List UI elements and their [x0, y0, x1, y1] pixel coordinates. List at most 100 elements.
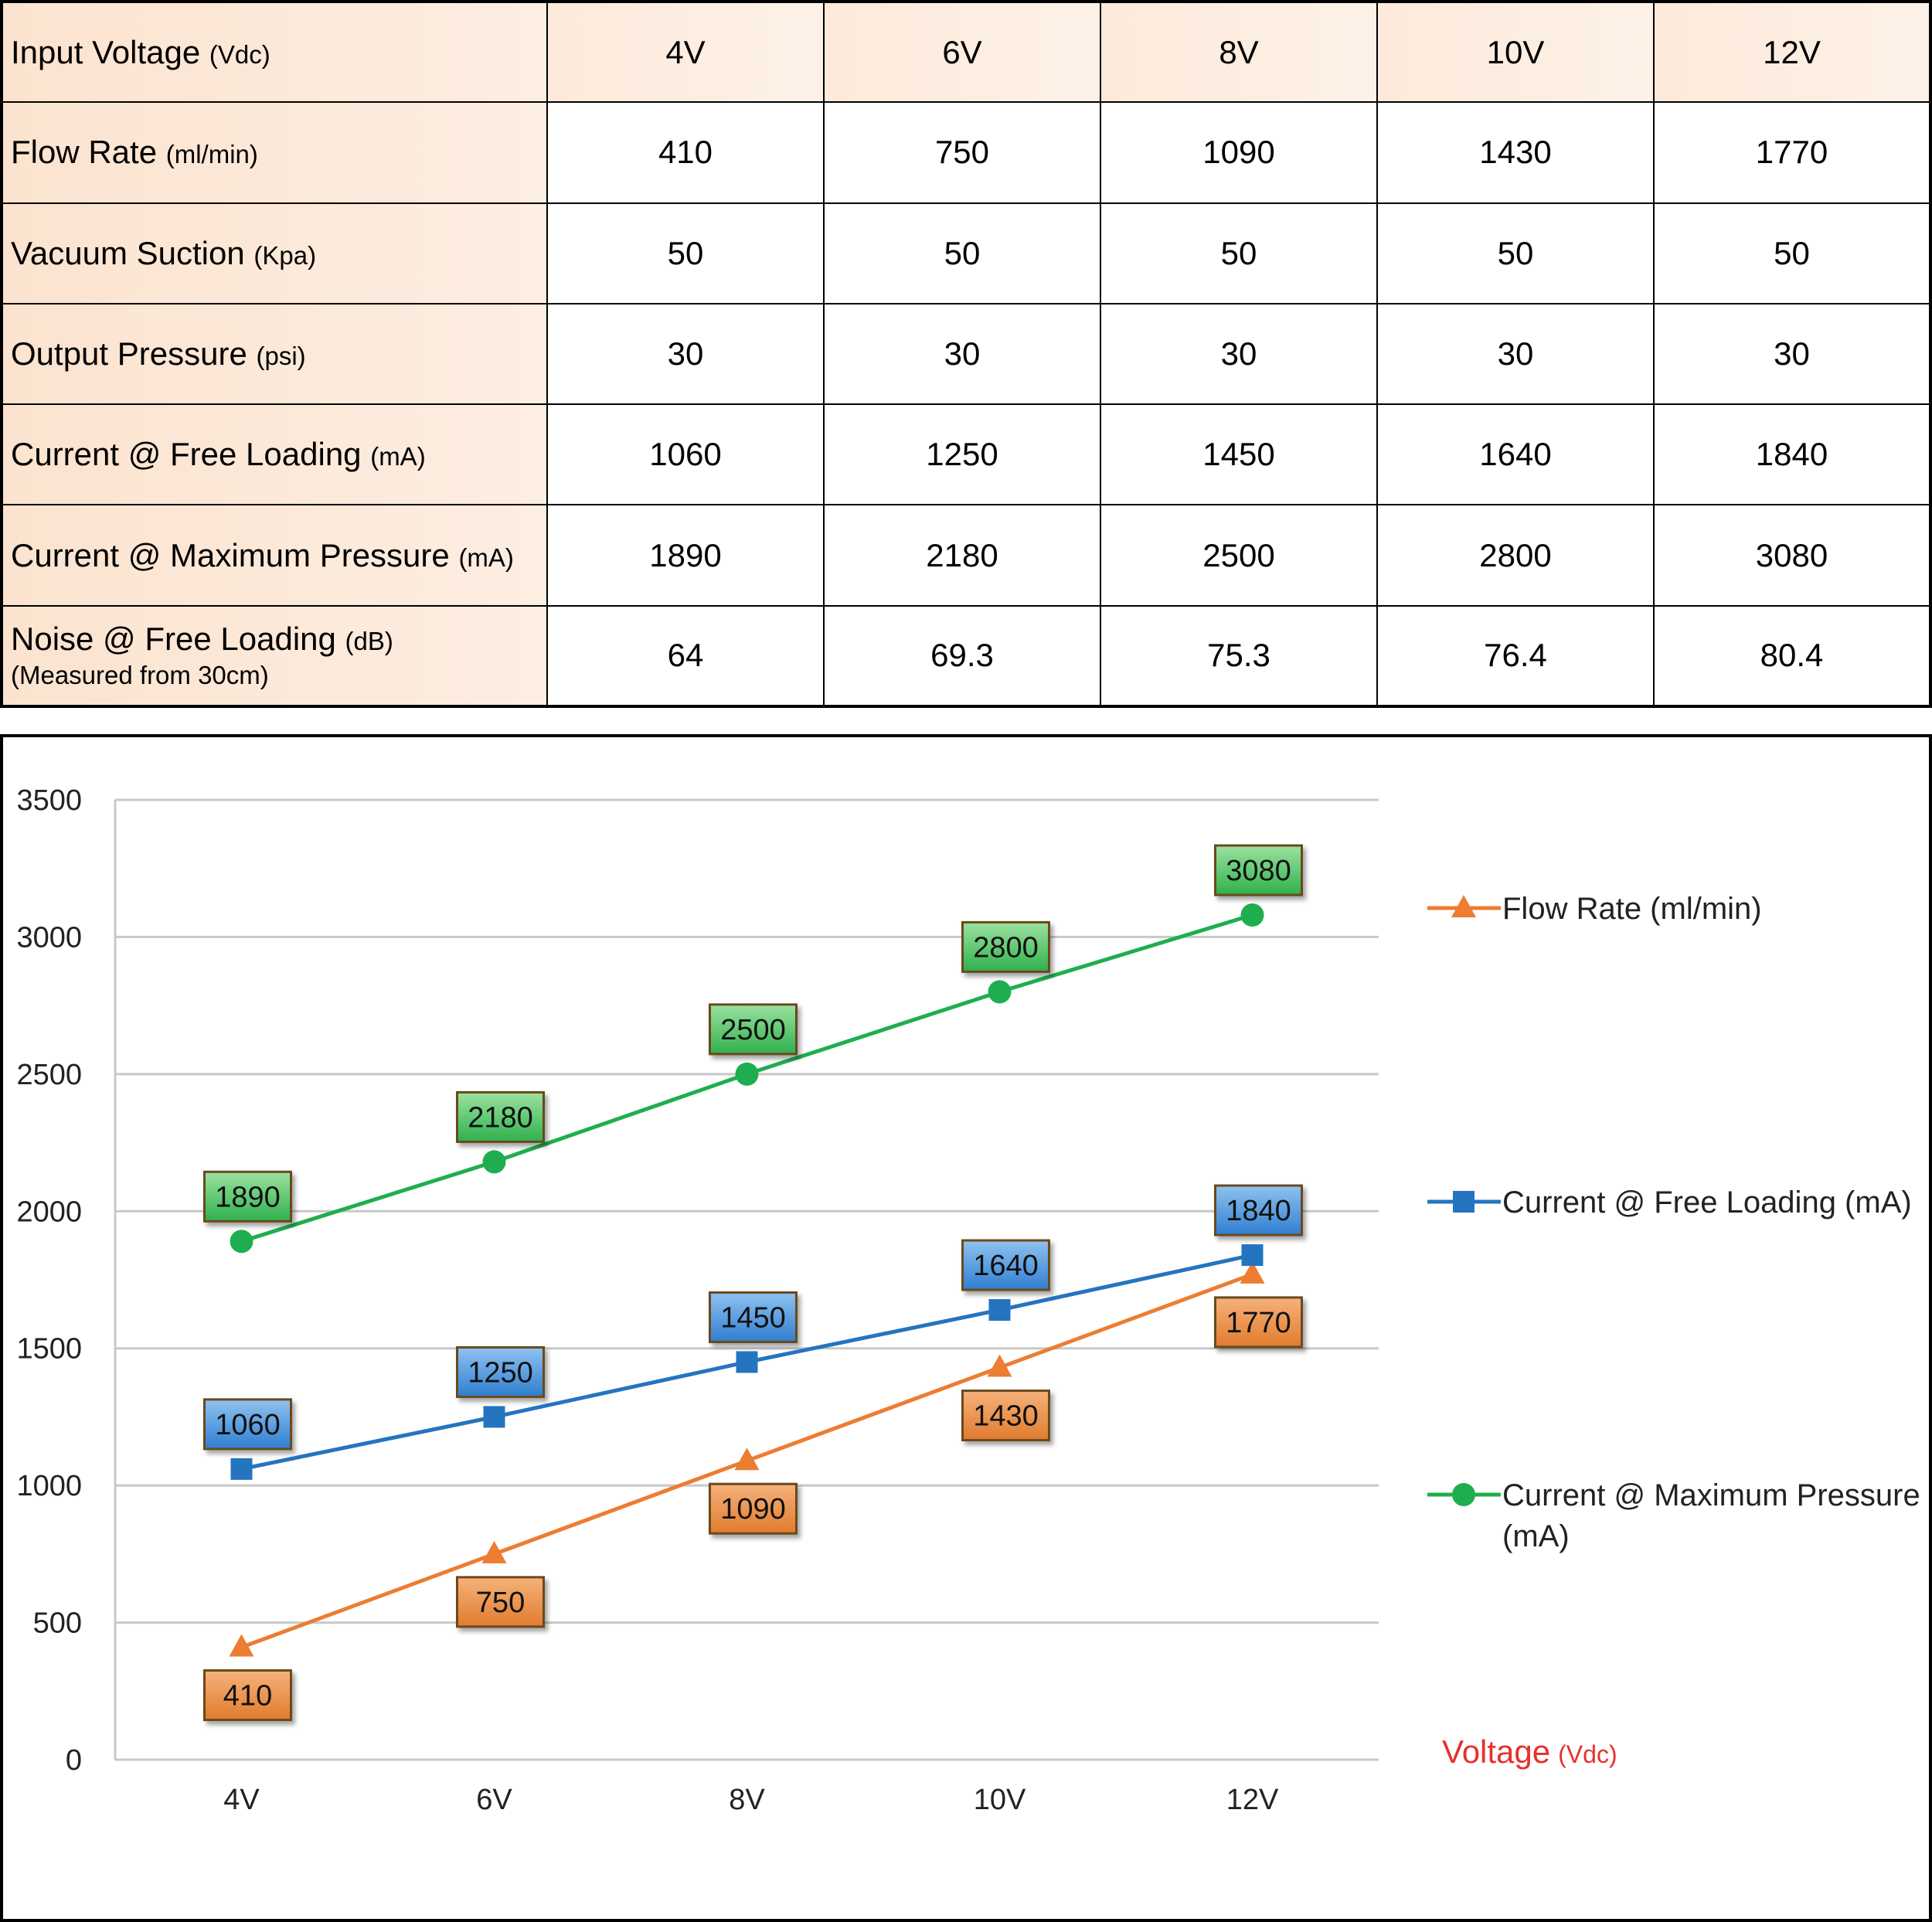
- data-label-box: [1214, 844, 1303, 896]
- square-marker: [736, 1351, 758, 1373]
- row-label-text: Noise @ Free Loading: [11, 621, 345, 658]
- spec-cell: 50: [1653, 202, 1931, 304]
- spec-cell: 50: [1100, 202, 1378, 304]
- circle-marker: [1240, 903, 1264, 927]
- triangle-marker: [481, 1540, 507, 1563]
- row-label: Input Voltage (Vdc): [1, 0, 548, 104]
- row-label-text: Vacuum Suction: [11, 234, 254, 271]
- row-unit: (Vdc): [209, 39, 270, 69]
- spec-cell: 76.4: [1376, 604, 1655, 708]
- data-label-text: 410: [223, 1680, 272, 1713]
- chart-panel: 0 500 1000 1500 2000 2500 3000 3500 4V 6V 8V 10V 12V…: [0, 734, 1932, 1922]
- series-2: [230, 903, 1264, 1254]
- spec-cell: 80.4: [1653, 604, 1931, 708]
- data-label-text: 1060: [215, 1409, 281, 1441]
- data-label-box: [456, 1576, 545, 1628]
- spec-cell: 8V: [1100, 0, 1378, 104]
- spec-row: Flow Rate (ml/min) 410 750 1090 1430 1770: [1, 101, 1931, 204]
- data-label: 1890: [203, 1170, 292, 1223]
- x-tick-label: 4V: [223, 1784, 260, 1816]
- data-label: 1060: [203, 1398, 292, 1451]
- data-label-text: 1250: [468, 1356, 533, 1389]
- data-label-box: [203, 1669, 292, 1722]
- row-label-text: Current @ Free Loading: [11, 436, 371, 473]
- square-marker: [988, 1299, 1011, 1322]
- spec-cell: 75.3: [1100, 604, 1378, 708]
- axes: 0 500 1000 1500 2000 2500 3000 3500 4V 6V 8V 10V 12V: [16, 784, 1279, 1816]
- row-label-text: Input Voltage: [11, 33, 209, 70]
- row-label-text: Current @ Maximum Pressure: [11, 536, 459, 573]
- circle-marker: [735, 1062, 759, 1086]
- row-unit: (psi): [256, 341, 306, 370]
- x-tick-label: 12V: [1226, 1784, 1279, 1816]
- triangle-marker: [734, 1447, 760, 1471]
- data-label: 3080: [1214, 844, 1303, 896]
- row-label: Noise @ Free Loading (dB) (Measured from …: [1, 604, 548, 708]
- data-label-box: [203, 1170, 292, 1223]
- gridlines: [115, 798, 1379, 1761]
- data-label-box: [203, 1398, 292, 1451]
- data-label-text: 2500: [720, 1014, 786, 1046]
- triangle-marker: [1240, 1260, 1265, 1284]
- data-label: 2500: [709, 1003, 798, 1056]
- spec-cell: 1450: [1100, 403, 1378, 506]
- triangle-marker: [1451, 895, 1476, 917]
- spec-cell: 10V: [1376, 0, 1655, 104]
- data-labels: 410 750 1090 1430 1770 1060 1250 1450 1640 1840 18…: [203, 844, 1303, 1722]
- data-label-box: [961, 920, 1050, 973]
- y-tick-label: 500: [33, 1607, 82, 1640]
- spec-cell: 50: [823, 202, 1101, 304]
- data-label-box: [456, 1090, 545, 1143]
- data-label: 1430: [961, 1390, 1050, 1442]
- square-marker: [230, 1458, 253, 1480]
- data-label-box: [709, 1291, 798, 1343]
- x-tick-label: 6V: [476, 1784, 512, 1816]
- spec-row: Vacuum Suction (Kpa) 50 50 50 50 50: [1, 202, 1931, 304]
- row-label: Flow Rate (ml/min): [1, 101, 548, 204]
- spec-cell: 12V: [1653, 0, 1931, 104]
- spec-cell: 1770: [1653, 101, 1931, 204]
- data-label-text: 3080: [1226, 855, 1291, 887]
- legend: Flow Rate (ml/min) Current @ Free Loading…: [1427, 892, 1920, 1553]
- spec-cell: 750: [823, 101, 1101, 204]
- spec-table-body: Input Voltage (Vdc) 4V 6V 8V 10V 12V Flow Rate…: [1, 0, 1931, 708]
- data-label-text: 1840: [1226, 1195, 1291, 1227]
- square-marker: [483, 1406, 505, 1428]
- data-label-text: 1450: [720, 1301, 786, 1334]
- y-tick-label: 1000: [16, 1470, 82, 1502]
- x-tick-label: 10V: [974, 1784, 1026, 1816]
- spec-cell: 50: [1376, 202, 1655, 304]
- row-unit: (mA): [370, 442, 426, 471]
- spec-cell: 1640: [1376, 403, 1655, 506]
- data-label: 1770: [1214, 1296, 1303, 1349]
- spec-cell: 2180: [823, 504, 1101, 607]
- data-label-text: 1430: [973, 1400, 1039, 1433]
- y-tick-label: 3500: [16, 784, 82, 817]
- line-chart: 0 500 1000 1500 2000 2500 3000 3500 4V 6V 8V 10V 12V…: [16, 784, 1920, 1816]
- spec-cell: 30: [1653, 302, 1931, 406]
- y-tick-label: 0: [66, 1744, 82, 1777]
- x-tick-label: 8V: [729, 1784, 765, 1816]
- spec-cell: 1890: [546, 504, 825, 607]
- spec-cell: 1430: [1376, 101, 1655, 204]
- row-label-text: Output Pressure: [11, 335, 257, 372]
- data-label: 2180: [456, 1090, 545, 1143]
- legend-label: Current @ Free Loading (mA): [1502, 1186, 1912, 1220]
- square-marker: [1241, 1244, 1264, 1267]
- spec-cell: 410: [546, 101, 825, 204]
- x-axis-title: Voltage (Vdc): [1442, 1733, 1617, 1770]
- spec-cell: 2500: [1100, 504, 1378, 607]
- y-tick-label: 3000: [16, 921, 82, 954]
- spec-cell: 1090: [1100, 101, 1378, 204]
- spec-cell: 30: [1376, 302, 1655, 406]
- row-note: (Measured from 30cm): [11, 661, 269, 690]
- series: [229, 903, 1265, 1657]
- data-label-box: [709, 1003, 798, 1056]
- data-label-box: [961, 1390, 1050, 1442]
- data-label-box: [1214, 1296, 1303, 1349]
- data-label-text: 1890: [215, 1181, 281, 1213]
- y-tick-label: 2500: [16, 1059, 82, 1091]
- y-tick-label: 2000: [16, 1196, 82, 1228]
- data-label-box: [456, 1345, 545, 1398]
- spec-cell: 50: [546, 202, 825, 304]
